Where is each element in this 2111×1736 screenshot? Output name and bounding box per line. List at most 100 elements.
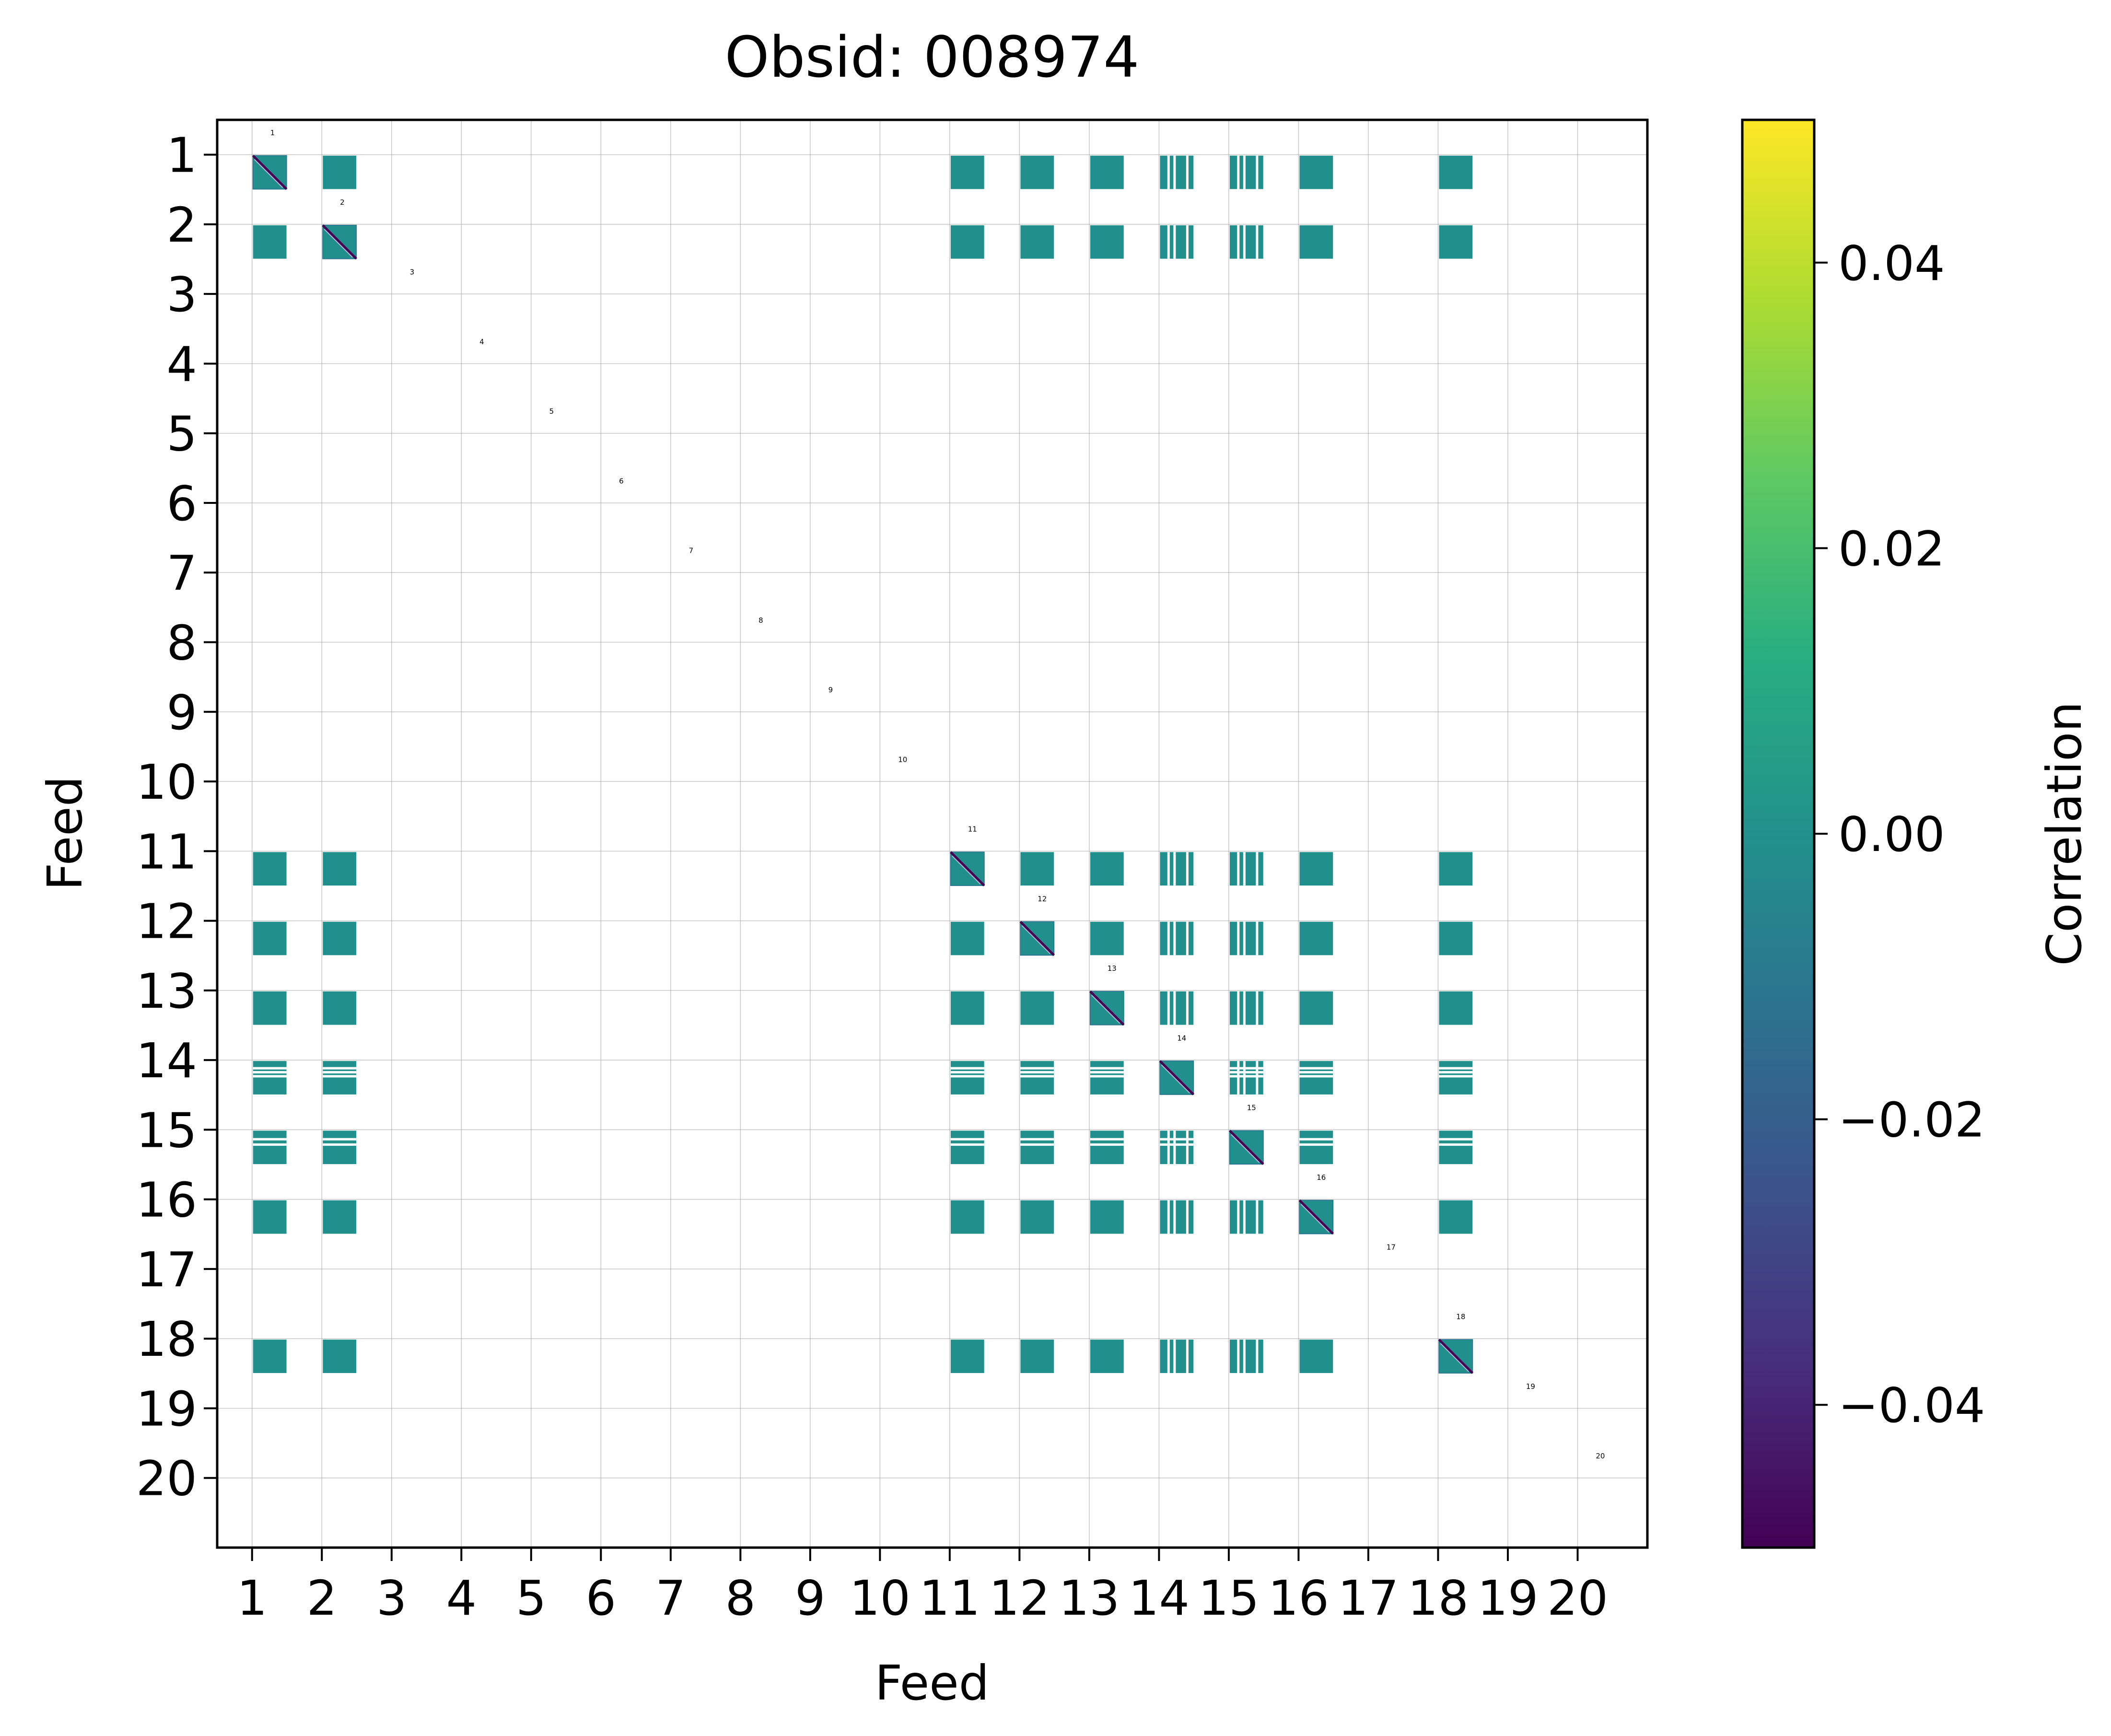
masked-column-stripe xyxy=(1243,852,1246,886)
y-tick-label-11: 11 xyxy=(136,824,197,880)
x-tick-label-2: 2 xyxy=(306,1570,337,1626)
correlation-block xyxy=(1299,1061,1333,1095)
correlation-block xyxy=(253,1061,287,1095)
masked-column-stripe xyxy=(1243,155,1246,189)
feed-label-6: 6 xyxy=(619,477,624,485)
masked-column-stripe xyxy=(1243,1061,1246,1095)
feed-label-11: 11 xyxy=(968,825,977,834)
diagonal-autocorrelation-line xyxy=(1229,1130,1264,1165)
x-tick-label-18: 18 xyxy=(1408,1570,1469,1626)
masked-column-stripe xyxy=(1256,225,1259,259)
masked-row-stripe xyxy=(1020,1138,1054,1141)
correlation-block xyxy=(1439,1130,1473,1165)
correlation-block xyxy=(323,852,357,886)
masked-column-stripe xyxy=(1237,155,1240,189)
correlation-block xyxy=(1020,1130,1054,1165)
correlation-block xyxy=(1020,1061,1054,1095)
masked-row-stripe xyxy=(323,1143,357,1146)
correlation-block xyxy=(253,852,287,886)
masked-column-stripe xyxy=(1173,921,1176,955)
diagonal-highlight-line xyxy=(1091,995,1120,1024)
masked-row-stripe xyxy=(1299,1075,1333,1078)
correlation-block xyxy=(1090,1340,1124,1373)
feed-label-13: 13 xyxy=(1108,964,1117,973)
masked-column-stripe xyxy=(1237,852,1240,886)
correlation-block xyxy=(1020,852,1054,886)
diagonal-autocorrelation-line xyxy=(1298,1199,1334,1235)
diagonal-highlight-line xyxy=(1300,1203,1330,1233)
correlation-block xyxy=(1090,852,1124,886)
colorbar-ticks: −0.04 −0.02 0.00 0.02 0.04 xyxy=(1814,235,1985,1433)
x-tick-label-15: 15 xyxy=(1198,1570,1259,1626)
correlation-block xyxy=(950,991,984,1025)
correlation-block xyxy=(1020,1340,1054,1373)
correlation-block xyxy=(323,1130,357,1165)
masked-column-stripe xyxy=(1256,852,1259,886)
masked-column-stripe xyxy=(1173,852,1176,886)
masked-row-stripe xyxy=(1299,1071,1333,1074)
correlation-block xyxy=(1299,1340,1333,1373)
y-tick-label-7: 7 xyxy=(166,545,197,601)
masked-column-stripe xyxy=(1167,1200,1170,1234)
x-tick-label-11: 11 xyxy=(919,1570,980,1626)
correlation-block xyxy=(253,991,287,1025)
x-tick-label-20: 20 xyxy=(1547,1570,1608,1626)
masked-row-stripe xyxy=(950,1067,984,1070)
y-tick-label-4: 4 xyxy=(166,336,197,392)
correlation-block xyxy=(1299,1130,1333,1165)
masked-column-stripe xyxy=(1173,1130,1176,1165)
correlation-block xyxy=(1090,1200,1124,1234)
masked-row-stripe xyxy=(1439,1075,1473,1078)
masked-column-stripe xyxy=(1256,1200,1259,1234)
correlation-block xyxy=(323,991,357,1025)
feed-label-3: 3 xyxy=(410,268,415,276)
diagonal-highlight-line xyxy=(1231,1134,1260,1163)
masked-row-stripe xyxy=(323,1071,357,1074)
correlation-block xyxy=(323,1340,357,1373)
correlation-block xyxy=(1299,225,1333,259)
masked-column-stripe xyxy=(1173,1340,1176,1373)
masked-column-stripe xyxy=(1237,1061,1240,1095)
masked-row-stripe xyxy=(1229,1071,1263,1074)
correlation-block xyxy=(253,1200,287,1234)
masked-column-stripe xyxy=(1173,225,1176,259)
masked-row-stripe xyxy=(253,1075,287,1078)
correlation-block xyxy=(1090,1061,1124,1095)
masked-row-stripe xyxy=(1090,1138,1124,1141)
feed-label-5: 5 xyxy=(549,407,554,416)
grid-lines xyxy=(217,120,1647,1548)
masked-row-stripe xyxy=(323,1138,357,1141)
masked-row-stripe xyxy=(950,1071,984,1074)
feed-label-9: 9 xyxy=(828,686,833,694)
correlation-block xyxy=(1439,991,1473,1025)
masked-row-stripe xyxy=(323,1067,357,1070)
y-tick-label-16: 16 xyxy=(136,1172,197,1228)
feed-label-16: 16 xyxy=(1317,1173,1326,1182)
masked-column-stripe xyxy=(1256,155,1259,189)
correlation-block xyxy=(253,225,287,259)
x-tick-label-10: 10 xyxy=(850,1570,910,1626)
y-tick-label-17: 17 xyxy=(136,1242,197,1298)
y-tick-label-3: 3 xyxy=(166,267,197,323)
correlation-block xyxy=(1020,225,1054,259)
correlation-block xyxy=(1299,991,1333,1025)
feed-label-14: 14 xyxy=(1177,1034,1186,1042)
masked-column-stripe xyxy=(1237,921,1240,955)
masked-column-stripe xyxy=(1186,155,1189,189)
heatmap-cells xyxy=(252,154,1474,1374)
correlation-block xyxy=(1020,1200,1054,1234)
masked-row-stripe xyxy=(253,1071,287,1074)
y-tick-label-15: 15 xyxy=(136,1102,197,1158)
y-tick-label-5: 5 xyxy=(166,406,197,462)
colorbar-tick-label: −0.04 xyxy=(1838,1377,1985,1433)
x-tick-label-1: 1 xyxy=(237,1570,268,1626)
correlation-block xyxy=(950,921,984,955)
correlation-block xyxy=(323,1061,357,1095)
correlation-block xyxy=(323,155,357,189)
colorbar-gradient xyxy=(1741,118,1816,1549)
masked-column-stripe xyxy=(1167,921,1170,955)
masked-row-stripe xyxy=(950,1138,984,1141)
diagonal-autocorrelation-line xyxy=(1089,990,1125,1026)
feed-label-15: 15 xyxy=(1247,1104,1256,1112)
